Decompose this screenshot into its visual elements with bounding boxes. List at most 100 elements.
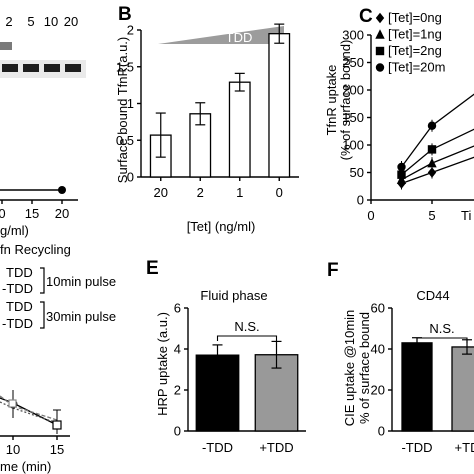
blot-band [2,64,18,72]
data-point-circle [397,162,406,172]
y-axis-label-line2: (% of surface bound) [338,40,353,161]
data-point-triangle [427,157,437,168]
data-point-diamond [375,12,385,24]
bar [195,354,240,432]
y-axis-label-line2: % of surface bound [357,312,372,424]
y-tick-label: 20 [371,383,385,398]
y-tick-label: 0 [174,424,181,439]
data-point-square [8,399,17,408]
bar [228,81,251,178]
blot-band [23,64,39,72]
pulse-label-30min: 30min pulse [46,309,116,324]
data-point [58,186,66,194]
panel-a-fragment: 2 5 10 20 0 15 20 g/ml) [0,14,86,238]
x-tick-label: 5 [428,208,435,223]
legend-bracket [40,301,45,329]
y-tick-label: 0 [378,424,385,439]
x-tick-label: 20 [154,185,168,200]
x-tick-label: 15 [25,206,39,221]
y-tick-label: 0 [127,170,134,185]
blot-band [65,64,81,72]
series-line [401,145,474,181]
panel-title: CD44 [416,288,449,303]
legend-entry-3: TDD [6,299,33,314]
blot-strip [0,60,86,78]
series-line [400,93,474,168]
y-tick-label: 150 [342,110,364,125]
series-line [401,128,474,176]
x-tick-label: +TDD [259,440,293,455]
series-line [401,156,474,185]
panel-title: Fluid phase [200,288,267,303]
y-tick-label: 40 [371,342,385,357]
panel-b-plot: 0 0.5 1 1.5 2 20 2 1 0 [116,23,299,200]
y-axis-label: HRP uptake (a.u.) [155,312,170,416]
y-axis-label: Surface bound TfnR(a.u.) [115,37,130,183]
y-tick-label: 4 [174,342,181,357]
x-tick-label: 20 [55,206,69,221]
x-tick-label: 0 [0,206,6,221]
x-tick-label: +TD [455,440,474,455]
series-line [12,407,58,424]
x-tick-label: -TDD [401,440,432,455]
series-line [12,402,58,426]
legend-entry-1: TDD [6,265,33,280]
panel-f-plot: 0 20 40 60 -TDD +TD N.S. [371,301,474,455]
x-tick-label: 2 [197,185,204,200]
y-tick-label: 1 [127,96,134,111]
y-tick-label: 60 [371,301,385,316]
y-tick-label: 300 [342,28,364,43]
x-tick-label: 0 [367,208,374,223]
data-point-square [397,170,406,179]
panel-f: F CD44 CIE uptake @10min % of surface bo… [327,260,474,455]
y-tick-label: 250 [342,55,364,70]
panel-e: E Fluid phase HRP uptake (a.u.) 0 2 4 6 -TDD… [146,258,306,455]
y-tick-label: 2 [174,383,181,398]
lane-label-3: 10 [44,14,58,29]
legend-entry: [Tet]=20m [388,60,445,75]
panel-e-plot: 0 2 4 6 -TDD +TDD N.S. [174,301,306,455]
series-line [12,405,58,421]
legend-entry: [Tet]=1ng [388,27,442,42]
x-tick-label: -TDD [202,440,233,455]
y-tick-label: 200 [342,83,364,98]
panel-c-plot: 050100150200250300051[Tet]=0ng[Tet]=1ng[… [342,10,474,223]
x-tick-label: 10 [6,442,20,457]
data-point-triangle [375,29,385,39]
y-axis-label-line1: TfnR uptake [324,65,339,136]
bar [451,346,474,432]
significance-bracket [216,335,278,341]
lane-label-2: 5 [27,14,34,29]
data-point-circle [427,121,437,130]
data-point-square [52,420,62,430]
panel-d-fragment: fn Recycling TDD -TDD 10min pulse TDD -T… [0,242,116,474]
x-tick-label: 1 [236,185,243,200]
blot-band-top [0,42,12,50]
significance-label: N.S. [234,319,259,334]
x-axis-label-fragment: Ti [461,208,471,223]
legend-entry: [Tet]=2ng [388,43,442,58]
panel-b: B TDD Surface bound TfnR(a.u.) 0 0.5 1 1.5 2… [115,4,299,234]
pulse-label-10min: 10min pulse [46,274,116,289]
blot-band [44,64,60,72]
panel-title-fragment: fn Recycling [0,242,71,257]
legend-entry-4: -TDD [2,316,33,331]
y-tick-label: 0 [357,193,364,208]
x-axis-label-fragment: me (min) [0,459,51,474]
y-tick-label: 2 [127,23,134,38]
legend-entry-2: -TDD [2,281,33,296]
panel-label-e: E [146,258,159,279]
tdd-wedge [158,26,284,44]
y-tick-label: 100 [342,138,364,153]
x-tick-label: 15 [50,442,64,457]
panel-label-f: F [327,260,339,281]
data-point-square [427,145,437,154]
x-axis-label: [Tet] (ng/ml) [187,219,256,234]
panel-label-c: C [359,6,373,27]
significance-label: N.S. [429,321,454,336]
y-axis-label-line1: CIE uptake @10min [342,310,357,427]
x-tick-label: 0 [276,185,283,200]
y-tick-label: 6 [174,301,181,316]
data-point-square [375,46,385,56]
